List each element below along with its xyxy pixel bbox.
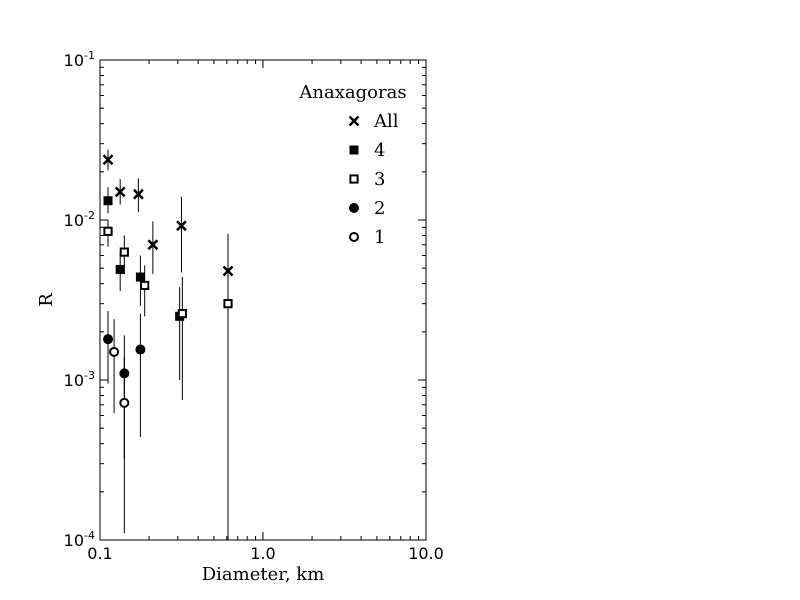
marker-x-stroke <box>114 186 126 198</box>
legend-label: 4 <box>374 140 385 161</box>
y-tick-label: 10-1 <box>64 49 95 70</box>
legend-marker <box>348 115 360 127</box>
data-point <box>135 272 145 282</box>
legend-label: 3 <box>374 169 385 190</box>
axis-ticks: 0.1 1.0 10.0 10-4 10-3 10-2 10-1 <box>64 49 444 563</box>
legend-marker <box>349 145 359 155</box>
legend-marker <box>349 174 359 184</box>
legend-item: 3 <box>349 169 385 190</box>
data-point <box>103 196 113 206</box>
legend-item: 1 <box>349 227 385 248</box>
y-axis-label: R <box>36 293 57 307</box>
data-point <box>103 334 114 345</box>
legend-item: 2 <box>349 198 385 219</box>
data-point <box>119 397 130 408</box>
data-point <box>109 346 120 357</box>
legend-marker <box>349 232 359 242</box>
marker-x-stroke <box>176 220 187 232</box>
legend-label: All <box>373 111 399 132</box>
series-open-circle <box>109 319 130 534</box>
legend: Anaxagoras All 4 3 2 1 <box>298 82 406 248</box>
data-point <box>147 239 159 251</box>
data-point <box>133 188 144 200</box>
series-open-square <box>103 220 233 540</box>
x-tick-label: 0.1 <box>87 544 112 563</box>
data-point <box>177 309 187 319</box>
series-x <box>102 149 234 357</box>
x-tick-label: 10.0 <box>408 544 444 563</box>
marker-x-stroke <box>348 115 360 127</box>
data-point <box>135 344 146 355</box>
legend-marker <box>349 203 359 213</box>
data-point <box>114 186 126 198</box>
x-axis-label: Diameter, km <box>202 564 325 585</box>
legend-item: All <box>348 111 399 132</box>
data-point <box>140 280 150 291</box>
marker-x-stroke <box>102 154 114 166</box>
data-point <box>223 299 233 309</box>
data-point <box>103 226 113 236</box>
data-point <box>102 154 114 166</box>
marker-x-stroke <box>133 188 144 200</box>
y-tick-label: 10-4 <box>64 529 95 550</box>
data-point <box>176 220 187 232</box>
data-point <box>119 247 129 257</box>
legend-item: 4 <box>349 140 385 161</box>
marker-x-stroke <box>147 239 159 251</box>
plot-area <box>102 149 234 540</box>
legend-label: 2 <box>374 198 385 219</box>
legend-label: 1 <box>374 227 385 248</box>
data-point <box>115 265 125 275</box>
x-tick-label: 1.0 <box>250 544 275 563</box>
y-tick-label: 10-2 <box>64 209 95 230</box>
y-tick-label: 10-3 <box>64 369 95 390</box>
legend-title: Anaxagoras <box>298 82 406 103</box>
